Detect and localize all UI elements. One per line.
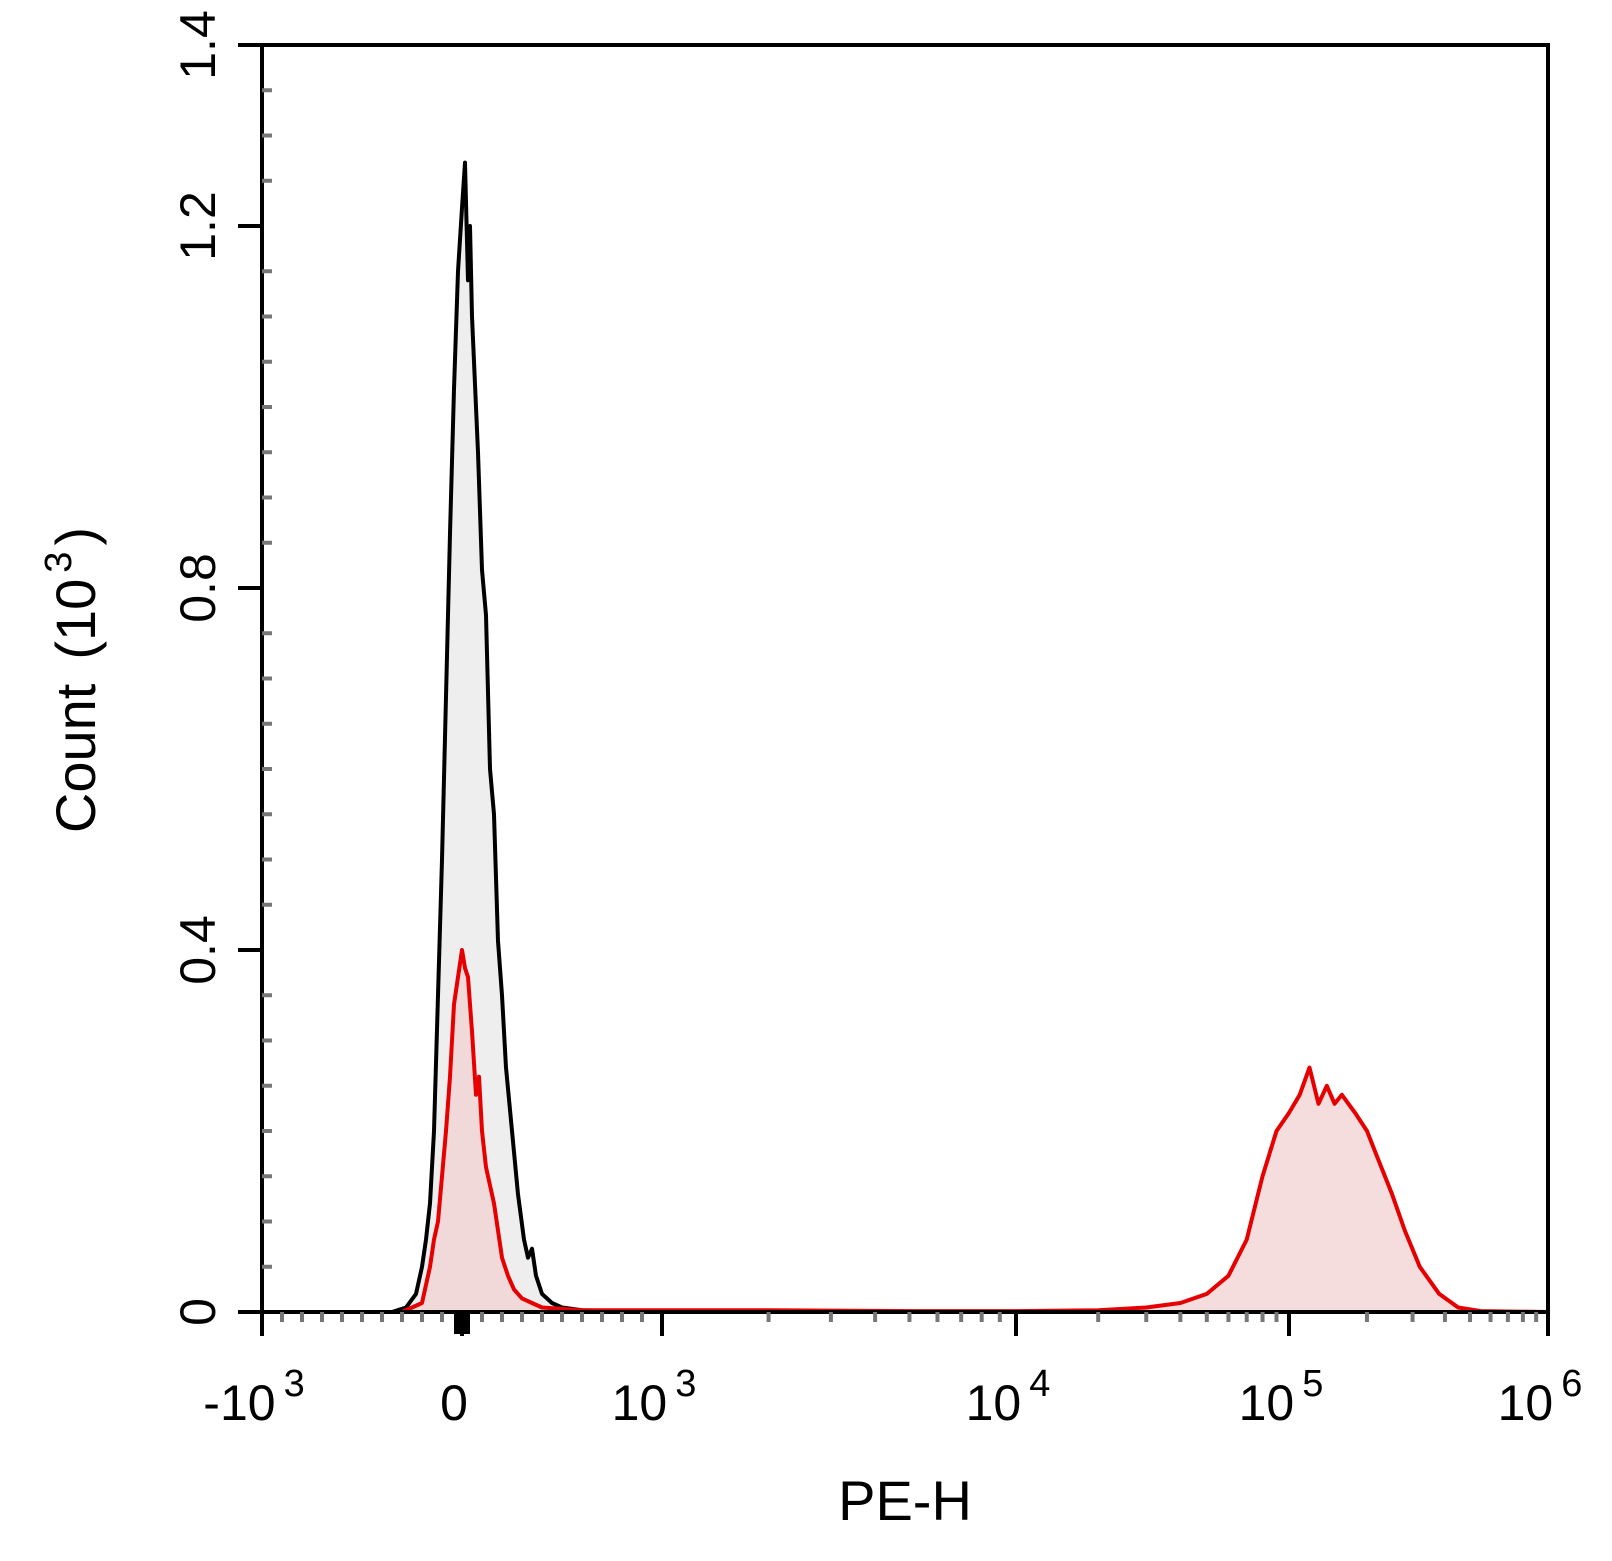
y-axis-label-text: Count bbox=[44, 683, 107, 833]
series-layer bbox=[391, 160, 1549, 1314]
x-tick-label: 10 6 bbox=[1498, 1363, 1583, 1431]
y-tick-label: 0.8 bbox=[170, 553, 226, 623]
y-axis-unit-exp: 3 bbox=[38, 552, 80, 573]
y-axis-unit-close: ) bbox=[44, 527, 107, 546]
x-axis-ticks: -10 3 0 10 3 10 4 10 5 10 6 bbox=[203, 1312, 1582, 1431]
y-tick-label: 0 bbox=[170, 1298, 226, 1326]
y-tick-label: 0.4 bbox=[170, 915, 226, 985]
y-axis-unit-base: (10 bbox=[44, 579, 107, 660]
x-tick-label: 10 5 bbox=[1239, 1363, 1324, 1431]
series-2-area bbox=[402, 950, 1548, 1312]
y-tick-label: 1.2 bbox=[170, 191, 226, 261]
x-tick-label: 10 4 bbox=[966, 1363, 1051, 1431]
x-tick-label: -10 3 bbox=[203, 1363, 304, 1431]
x-tick-label: 0 bbox=[440, 1375, 468, 1431]
series-1-line bbox=[391, 160, 1548, 1314]
y-axis-ticks: 0 0.4 0.8 1.2 1.4 bbox=[170, 10, 272, 1326]
x-tick-label: 10 3 bbox=[612, 1363, 697, 1431]
y-axis-label: Count (10 3) bbox=[38, 527, 107, 833]
x-axis-label: PE-H bbox=[838, 1469, 972, 1532]
series-1-area bbox=[392, 162, 1548, 1313]
y-tick-label: 1.4 bbox=[170, 10, 226, 80]
